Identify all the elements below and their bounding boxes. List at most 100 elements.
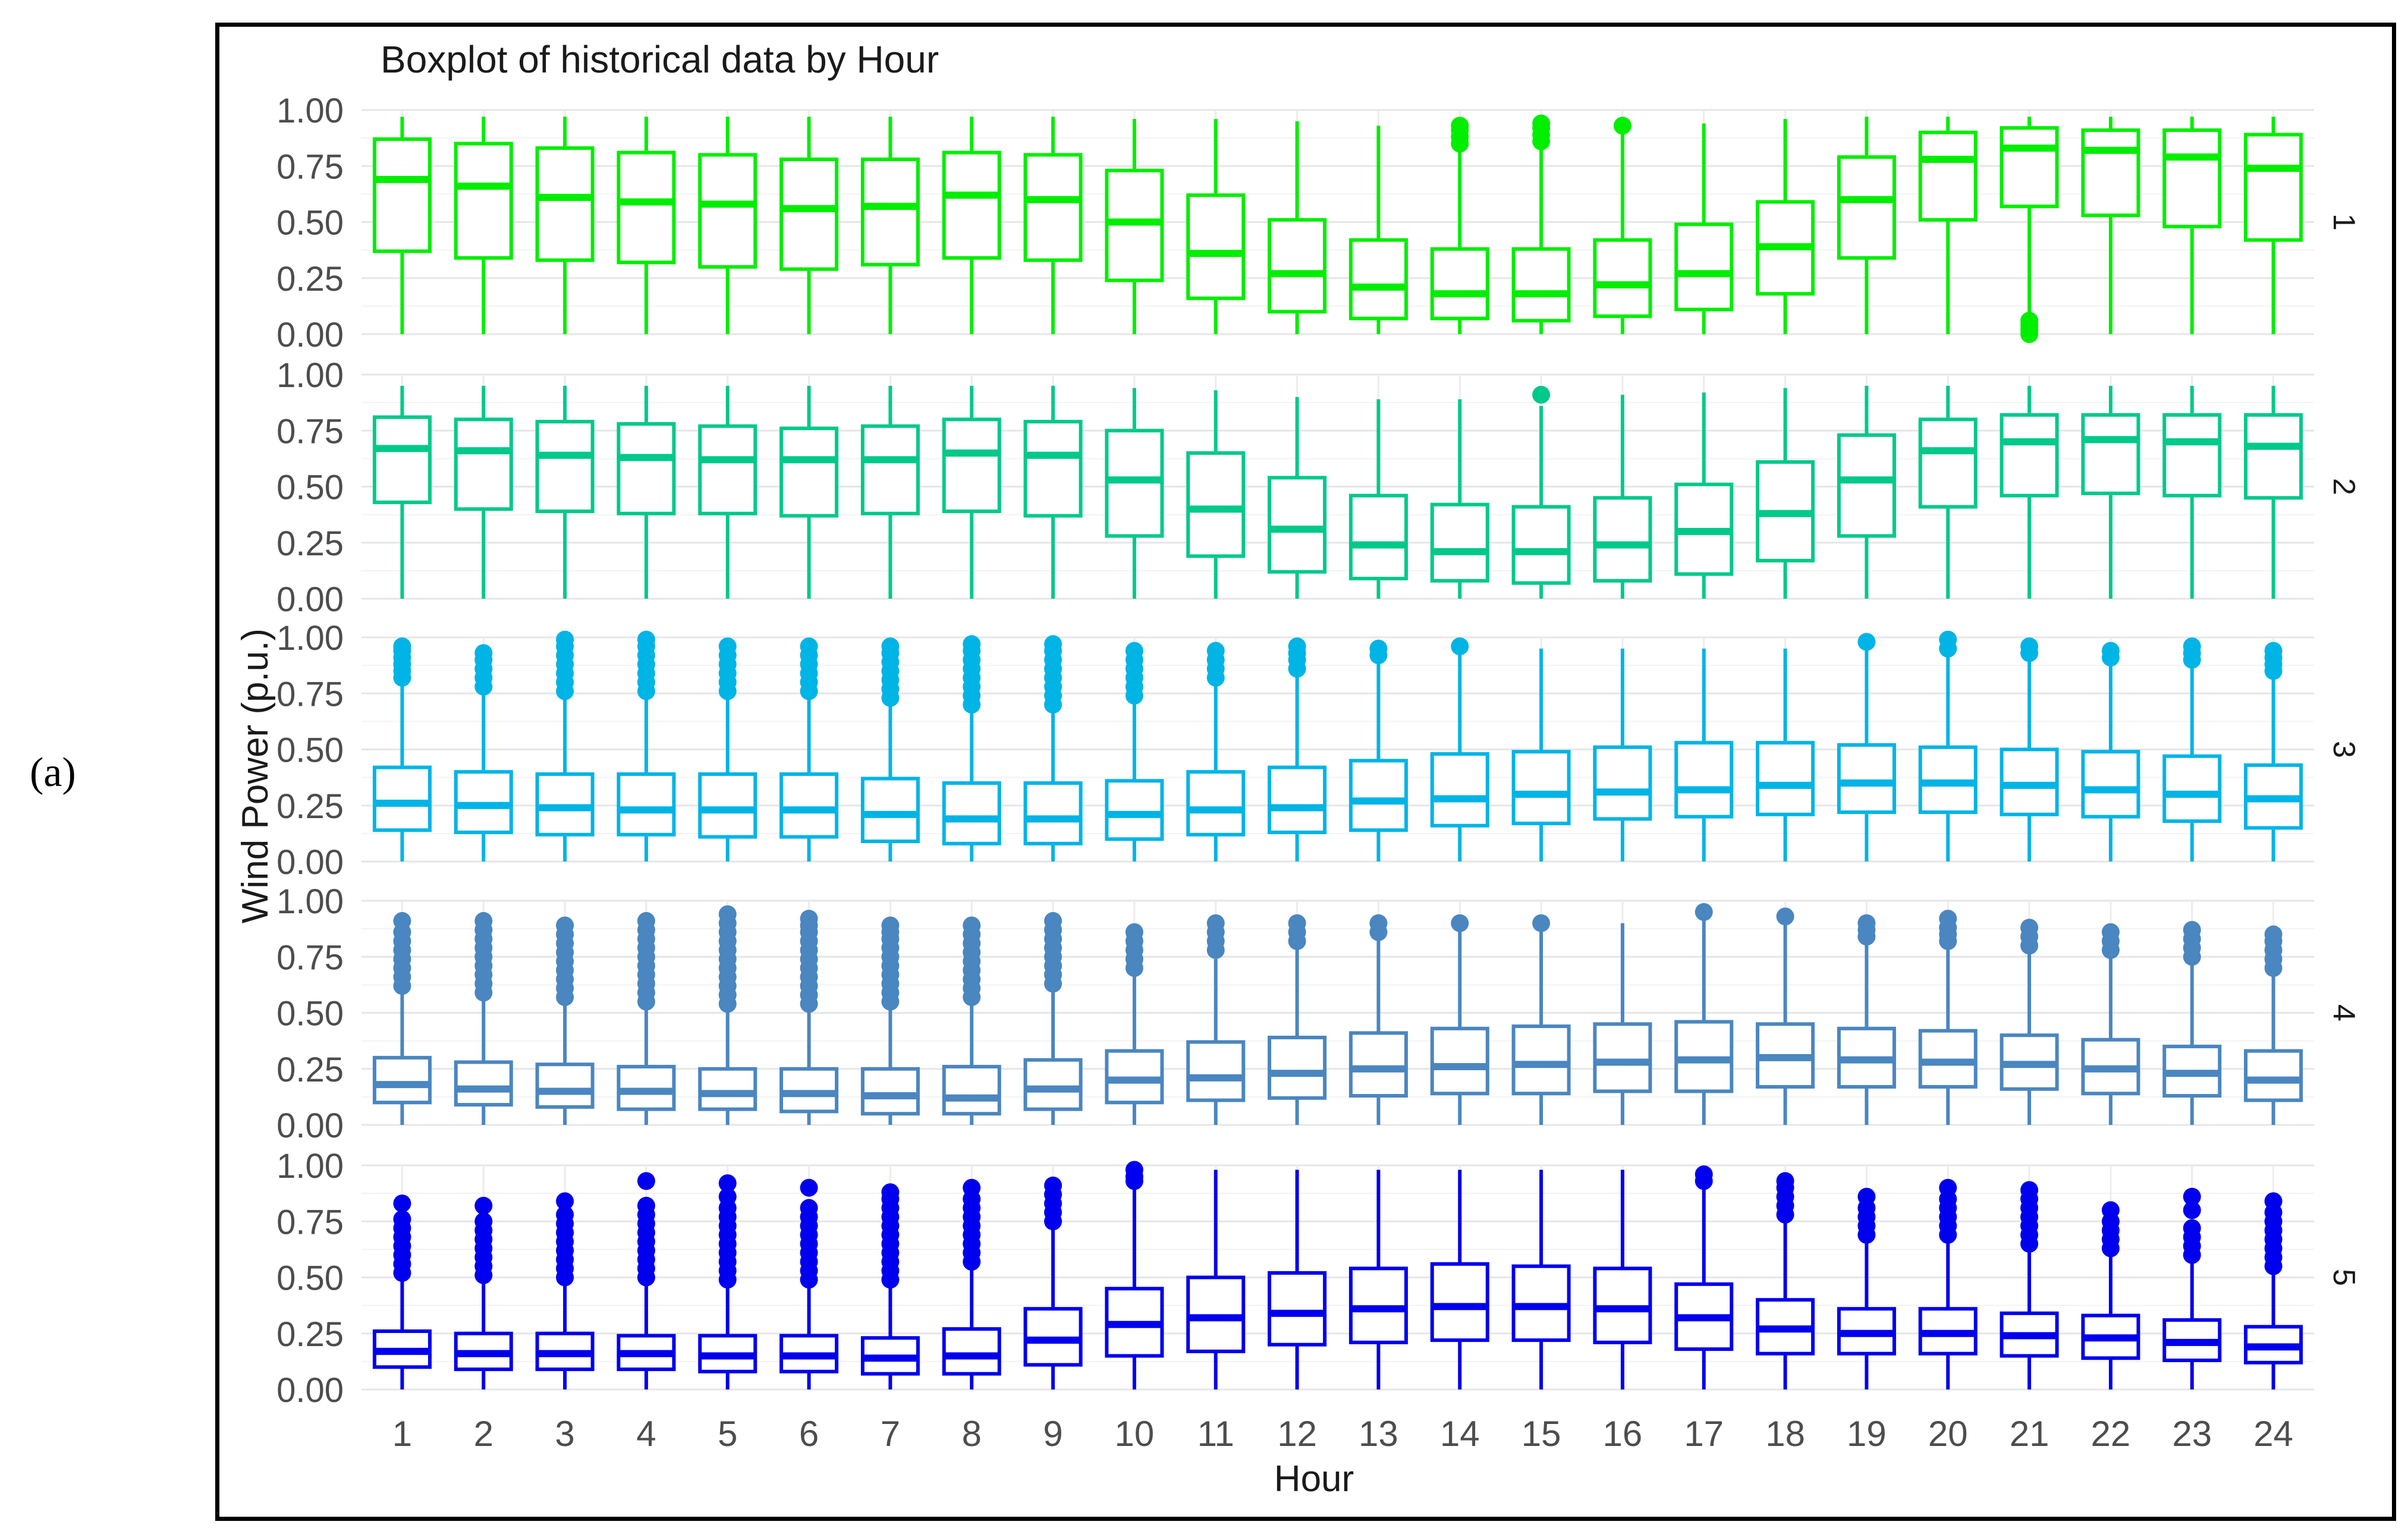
outlier-point [2183, 1187, 2201, 1206]
outlier-point [393, 911, 411, 930]
outlier-point [800, 637, 818, 656]
boxplot-hour-5 [698, 696, 757, 862]
outlier-point [2183, 637, 2201, 656]
box [1268, 765, 1327, 834]
outlier-point [2101, 923, 2120, 941]
boxplot-hour-8 [942, 1001, 1001, 1125]
panel-label: (a) [30, 750, 76, 796]
x-tick-label: 6 [799, 1414, 819, 1454]
outlier-point [2264, 642, 2283, 660]
outlier-point [881, 916, 900, 935]
outlier-point [1288, 914, 1306, 932]
box [372, 765, 432, 832]
outlier-point [1613, 117, 1631, 135]
box [1023, 781, 1083, 845]
box [535, 146, 595, 262]
box [372, 1055, 432, 1105]
x-tick-label: 1 [392, 1414, 412, 1454]
y-tick-label: 0.50 [276, 1259, 344, 1298]
outlier-point [637, 911, 655, 930]
boxplot-hour-4 [617, 385, 676, 599]
box [454, 142, 513, 260]
box [454, 417, 513, 511]
box [1837, 155, 1896, 260]
y-tick-label: 0.75 [276, 147, 344, 186]
boxplot-hour-6 [779, 385, 839, 599]
boxplot-hour-4 [617, 1004, 676, 1125]
box [1430, 1026, 1489, 1096]
box [2162, 413, 2222, 498]
boxplot-hour-15 [1511, 648, 1571, 862]
boxplot-hour-6 [779, 1008, 839, 1125]
y-tick-label: 1.00 [276, 92, 344, 130]
box [1186, 770, 1246, 837]
outlier-point [1369, 639, 1388, 658]
facet-strip-label: 1 [2327, 213, 2361, 231]
y-axis-label: Wind Power (p.u.) [235, 628, 276, 923]
outlier-point [718, 637, 737, 656]
outlier-point [474, 644, 493, 662]
boxplot-hour-23 [2162, 117, 2222, 334]
box [698, 1067, 757, 1111]
box [535, 1062, 595, 1109]
boxplot-hour-15 [1511, 1170, 1571, 1389]
boxplot-hour-23 [2162, 664, 2222, 862]
facet-5: 0.00 0.25 0.50 0.75 1.00 5 [276, 1147, 2361, 1410]
boxplot-hour-13 [1348, 399, 1408, 599]
x-tick-label: 8 [962, 1414, 982, 1454]
chart-title: Boxplot of historical data by Hour [381, 38, 939, 81]
outlier-point [1776, 1172, 1794, 1190]
boxplot-hour-18 [1756, 648, 1815, 862]
boxplot-hour-9 [1023, 385, 1083, 599]
box [942, 1327, 1001, 1376]
box [942, 417, 1001, 513]
boxplot-hour-2 [454, 385, 513, 599]
outlier-point [1695, 903, 1713, 921]
y-tick-label: 0.50 [276, 731, 344, 770]
outlier-point [2264, 925, 2283, 944]
box [2081, 750, 2140, 819]
boxplot-hour-8 [942, 385, 1001, 599]
y-tick-label: 0.75 [276, 1203, 344, 1241]
box [1268, 218, 1327, 314]
y-tick-label: 0.25 [276, 524, 344, 563]
box [2000, 413, 2059, 498]
box [1593, 745, 1652, 821]
boxplot-hour-16 [1593, 1170, 1652, 1389]
boxplot-hour-1 [372, 1279, 432, 1389]
x-tick-label: 10 [1115, 1414, 1155, 1454]
outlier-point [1776, 907, 1794, 926]
figure-frame [215, 23, 2396, 1521]
x-tick-label: 24 [2253, 1414, 2293, 1454]
boxplot-hour-7 [860, 702, 920, 862]
boxplot-hour-16 [1593, 648, 1652, 862]
boxplot-hour-4 [617, 1284, 676, 1389]
boxplot-hour-5 [698, 117, 757, 334]
x-tick-label: 23 [2172, 1414, 2212, 1454]
boxplot-hour-22 [2081, 1255, 2140, 1389]
boxplot-hour-20 [1918, 945, 1978, 1125]
boxplot-hour-20 [1918, 385, 1978, 599]
box [1511, 505, 1571, 585]
box [1918, 130, 1978, 222]
y-tick-label: 0.50 [276, 204, 344, 243]
boxplot-hour-14 [1430, 1170, 1489, 1389]
box [1268, 1271, 1327, 1347]
boxplot-hour-3 [535, 1001, 595, 1125]
boxplot-hour-24 [2244, 675, 2303, 862]
box [1430, 502, 1489, 583]
box [1186, 193, 1246, 300]
boxplot-hour-14 [1430, 930, 1489, 1125]
boxplot-hour-8 [942, 117, 1001, 334]
boxplot-hour-23 [2162, 385, 2222, 599]
x-tick-label: 16 [1603, 1414, 1643, 1454]
box [1023, 420, 1083, 518]
boxplot-hour-16 [1593, 132, 1652, 334]
outlier-point [1206, 642, 1225, 660]
boxplot-hour-12 [1268, 1170, 1327, 1389]
boxplot-hour-18 [1756, 923, 1815, 1125]
outlier-point [637, 630, 655, 649]
outlier-point [800, 1199, 818, 1217]
outlier-point [556, 1205, 574, 1224]
outlier-point [1044, 1176, 1062, 1194]
